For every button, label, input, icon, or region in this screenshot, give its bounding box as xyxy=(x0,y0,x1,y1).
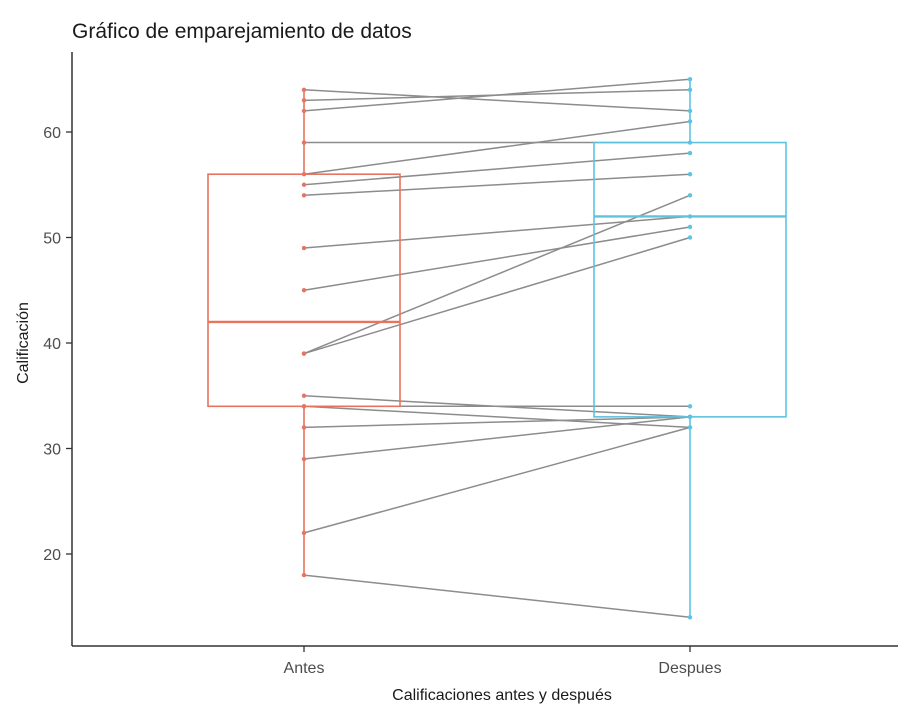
pair-line xyxy=(303,194,691,355)
chart-title: Gráfico de emparejamiento de datos xyxy=(72,20,412,43)
point-despues xyxy=(687,140,693,145)
y-tick-label: 20 xyxy=(43,547,61,564)
point-antes xyxy=(301,572,307,578)
pair-line xyxy=(303,78,691,112)
box-despues xyxy=(593,141,787,418)
point-despues xyxy=(687,77,693,82)
point-antes xyxy=(301,288,307,293)
pair-line xyxy=(303,416,691,429)
point-antes xyxy=(301,98,307,103)
x-tick-label: Antes xyxy=(284,660,325,677)
pair-line xyxy=(303,120,691,175)
point-antes xyxy=(301,393,307,398)
point-despues xyxy=(687,193,693,198)
y-tick-label: 60 xyxy=(43,125,61,142)
point-antes xyxy=(301,87,307,93)
point-despues xyxy=(687,224,693,230)
boxplots-layer xyxy=(207,79,787,618)
point-despues xyxy=(687,119,693,124)
paired-lines-layer xyxy=(303,78,691,619)
point-antes xyxy=(301,172,307,177)
point-antes xyxy=(301,140,307,145)
point-despues xyxy=(687,414,693,420)
pair-line xyxy=(303,173,691,197)
ticks-layer: 20 30 40 50 60 Antes Despues xyxy=(43,125,721,677)
pair-line xyxy=(303,426,691,534)
pair-line xyxy=(303,226,691,291)
point-despues xyxy=(687,87,693,93)
pair-line xyxy=(303,215,691,249)
point-despues xyxy=(687,108,693,114)
point-antes xyxy=(301,182,307,187)
pair-line xyxy=(303,152,691,186)
point-antes xyxy=(301,108,307,114)
x-tick-label: Despues xyxy=(658,660,721,677)
point-despues xyxy=(687,404,693,409)
y-tick-label: 50 xyxy=(43,231,61,248)
point-antes xyxy=(301,404,307,409)
point-antes xyxy=(301,351,307,356)
point-antes xyxy=(301,425,307,430)
points-layer xyxy=(301,77,693,620)
point-despues xyxy=(687,235,693,240)
point-antes xyxy=(301,245,307,251)
axes-layer xyxy=(71,52,898,647)
point-antes xyxy=(301,530,307,536)
point-despues xyxy=(687,150,693,156)
pair-line xyxy=(303,89,691,112)
point-despues xyxy=(687,425,693,430)
y-tick-label: 40 xyxy=(43,336,61,353)
point-antes xyxy=(301,193,307,198)
pair-line xyxy=(303,236,691,355)
pair-line xyxy=(303,574,691,619)
y-tick-label: 30 xyxy=(43,442,61,459)
x-axis-title: Calificaciones antes y después xyxy=(392,687,612,704)
point-despues xyxy=(687,172,693,177)
point-despues xyxy=(687,214,693,219)
pair-line xyxy=(303,416,691,460)
point-despues xyxy=(687,615,693,620)
point-antes xyxy=(301,456,307,462)
y-axis-title: Calificación xyxy=(15,302,32,384)
